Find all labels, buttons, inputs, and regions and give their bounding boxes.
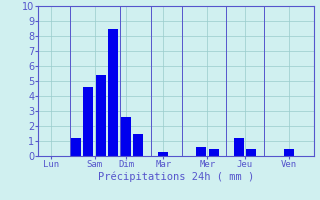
Bar bbox=[284, 148, 293, 156]
Bar bbox=[158, 152, 169, 156]
Bar bbox=[196, 147, 206, 156]
Bar bbox=[108, 28, 118, 156]
Bar bbox=[84, 87, 93, 156]
Bar bbox=[209, 148, 219, 156]
Bar bbox=[96, 75, 106, 156]
Bar bbox=[71, 138, 81, 156]
Bar bbox=[246, 148, 256, 156]
Bar bbox=[121, 117, 131, 156]
Bar bbox=[133, 134, 143, 156]
X-axis label: Précipitations 24h ( mm ): Précipitations 24h ( mm ) bbox=[98, 172, 254, 182]
Bar bbox=[234, 138, 244, 156]
